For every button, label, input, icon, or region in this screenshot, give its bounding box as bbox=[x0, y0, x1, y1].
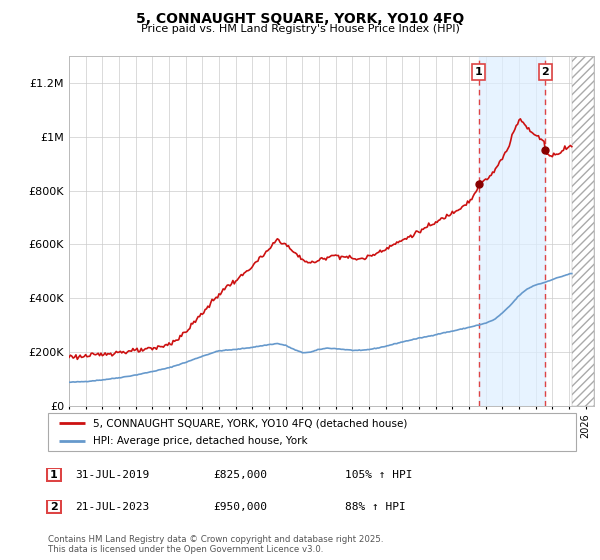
Text: 1: 1 bbox=[475, 67, 482, 77]
Text: £950,000: £950,000 bbox=[213, 502, 267, 512]
Bar bbox=[479, 56, 545, 406]
Text: 5, CONNAUGHT SQUARE, YORK, YO10 4FQ: 5, CONNAUGHT SQUARE, YORK, YO10 4FQ bbox=[136, 12, 464, 26]
Text: HPI: Average price, detached house, York: HPI: Average price, detached house, York bbox=[93, 436, 308, 446]
Text: Price paid vs. HM Land Registry's House Price Index (HPI): Price paid vs. HM Land Registry's House … bbox=[140, 24, 460, 34]
Text: 2: 2 bbox=[541, 67, 549, 77]
Text: 21-JUL-2023: 21-JUL-2023 bbox=[75, 502, 149, 512]
Text: 31-JUL-2019: 31-JUL-2019 bbox=[75, 470, 149, 480]
Bar bbox=[572, 56, 594, 406]
Text: 5, CONNAUGHT SQUARE, YORK, YO10 4FQ (detached house): 5, CONNAUGHT SQUARE, YORK, YO10 4FQ (det… bbox=[93, 418, 407, 428]
Text: Contains HM Land Registry data © Crown copyright and database right 2025.
This d: Contains HM Land Registry data © Crown c… bbox=[48, 535, 383, 554]
Bar bbox=[572, 56, 594, 406]
Text: £825,000: £825,000 bbox=[213, 470, 267, 480]
Text: 2: 2 bbox=[50, 502, 58, 512]
Text: 88% ↑ HPI: 88% ↑ HPI bbox=[345, 502, 406, 512]
Text: 105% ↑ HPI: 105% ↑ HPI bbox=[345, 470, 413, 480]
Text: 1: 1 bbox=[50, 470, 58, 480]
